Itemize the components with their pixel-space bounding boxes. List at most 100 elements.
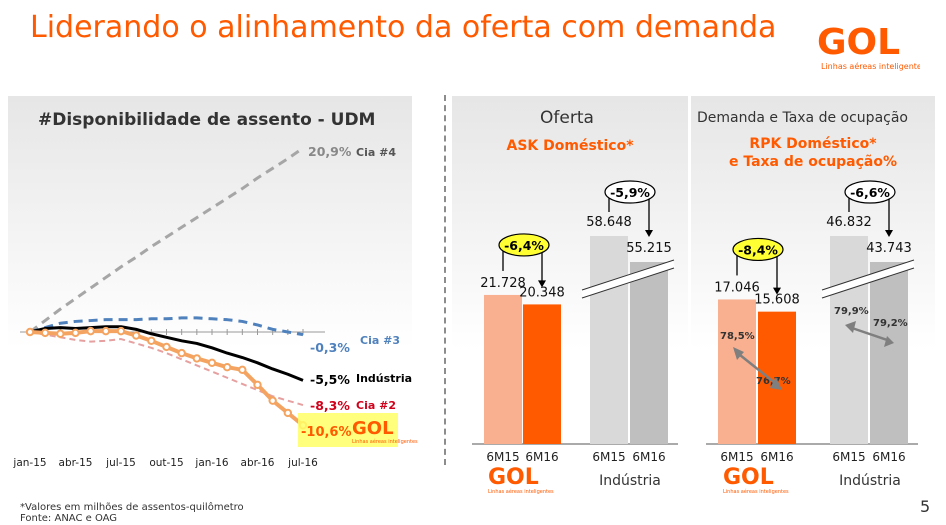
industry-load-factor-6m15: 79,9%: [834, 306, 869, 317]
x-tick-label-out-15: out-15: [149, 457, 183, 469]
industry-bar-value: 46.832: [826, 215, 872, 230]
load-factor-arrow-end: [770, 377, 782, 390]
gol-marker: [162, 342, 171, 352]
industry-change-badge: [604, 180, 656, 204]
x-category-label: 6M15: [592, 450, 625, 464]
industry-load-factor-6m16: 79,2%: [873, 318, 908, 329]
gol-marker: [131, 331, 141, 340]
gol-group-logo: GOL: [488, 465, 539, 490]
axis-break-line: [581, 267, 675, 299]
gol-marker: [40, 328, 50, 338]
gol-series-value: -10,6%: [301, 425, 352, 440]
gol-series-logo-tagline: Linhas aéreas inteligentes: [352, 438, 418, 445]
change-arrowhead: [645, 230, 653, 237]
axis-break-line: [821, 267, 915, 299]
x-tick-label-jul-15: jul-15: [105, 457, 136, 469]
industry-change-value: -6,6%: [850, 185, 890, 200]
x-category-label: 6M16: [760, 450, 793, 464]
gol-label-highlight: [298, 413, 398, 447]
gol-group-logo-tagline: Linhas aéreas inteligentes: [723, 488, 789, 495]
x-category-label: 6M15: [832, 450, 865, 464]
series-line-cia-4: [29, 146, 304, 334]
gol-group-logo: GOL: [723, 465, 774, 490]
axis-break-gap: [580, 260, 676, 298]
gol-marker: [222, 363, 232, 372]
gol-marker: [147, 336, 156, 345]
gol-bar-value: 20.348: [519, 285, 565, 300]
availability-panel: [8, 96, 412, 456]
series-value-label: -5,5%: [310, 372, 350, 387]
gol-marker: [101, 326, 111, 336]
load-factor-arrow-start: [845, 321, 856, 333]
x-category-label: 6M16: [872, 450, 905, 464]
industry-bar-value: 58.648: [586, 215, 632, 230]
gol-marker: [207, 358, 217, 367]
industry-bar-value: 55.215: [626, 241, 672, 256]
page-title: Liderando o alinhamento da oferta com de…: [30, 10, 777, 45]
demanda-title: Demanda e Taxa de ocupação: [697, 110, 908, 126]
gol-marker: [268, 396, 277, 405]
industry-group-label: Indústria: [599, 473, 661, 489]
x-tick-label-abr-15: abr-15: [59, 457, 93, 469]
footnote: *Valores em milhões de assentos-quilômet…: [20, 502, 244, 513]
x-tick-label-jan-16: jan-16: [194, 457, 228, 469]
gol-marker: [86, 326, 95, 336]
demanda-subtitle-1: RPK Doméstico*: [749, 136, 877, 152]
gol-logo: GOL Linhas aéreas inteligentes: [817, 22, 920, 71]
availability-title: #Disponibilidade de assento - UDM: [38, 110, 376, 130]
x-category-label: 6M16: [632, 450, 665, 464]
axis-break-line: [581, 259, 675, 291]
axis-break-line: [821, 259, 915, 291]
gol-load-factor-6m15: 78,5%: [720, 331, 755, 342]
gol-bar-value: 15.608: [754, 293, 800, 308]
x-category-label: 6M15: [486, 450, 519, 464]
demanda-subtitle-2: e Taxa de ocupação%: [728, 154, 898, 170]
series-value-label: 20,9%: [308, 144, 352, 159]
x-tick-label-jul-16: jul-16: [287, 457, 318, 469]
gol-group-logo-tagline: Linhas aéreas inteligentes: [488, 488, 554, 495]
industry-group-label: Indústria: [839, 473, 901, 489]
x-tick-label-abr-16: abr-16: [241, 457, 275, 469]
x-category-label: 6M16: [525, 450, 558, 464]
axis-break-gap: [820, 260, 916, 298]
gol-marker: [71, 328, 80, 338]
gol-logo-tagline: Linhas aéreas inteligentes: [821, 61, 920, 71]
change-arrowhead: [773, 287, 781, 295]
gol-bar-value: 21.728: [480, 276, 526, 291]
gol-series-logo-text: GOL: [352, 418, 394, 439]
series-name-label: Cia #2: [356, 399, 396, 412]
load-factor-trend: [739, 354, 776, 384]
series-value-label: -0,3%: [310, 340, 350, 355]
gol-bar-6m16: [758, 311, 796, 444]
gol-change-value: -6,4%: [504, 238, 544, 253]
industry-bar-value: 43.743: [866, 241, 912, 256]
gol-marker: [283, 408, 293, 418]
series-line-cia-3: [29, 316, 304, 337]
gol-marker: [253, 380, 262, 389]
load-factor-arrow-end: [884, 336, 894, 347]
x-category-label: 6M15: [720, 450, 753, 464]
oferta-title: Oferta: [540, 108, 594, 128]
industry-bar-6m16: [630, 262, 668, 444]
gol-marker: [177, 348, 186, 358]
industry-change-badge: [844, 180, 896, 204]
series-value-label: -8,3%: [310, 398, 350, 413]
series-line-ind-stria: [29, 325, 304, 382]
change-arrowhead: [885, 230, 893, 237]
industry-bar-6m15: [590, 236, 628, 444]
gol-bar-6m15: [718, 299, 756, 444]
change-arrowhead: [538, 280, 546, 288]
source-note: Fonte: ANAC e OAG: [20, 513, 118, 524]
gol-marker: [56, 329, 65, 338]
gol-logo-text: GOL: [817, 22, 900, 63]
gol-marker: [116, 326, 126, 336]
gol-change-value: -8,4%: [738, 242, 778, 257]
load-factor-arrow-start: [733, 347, 744, 360]
oferta-subtitle: ASK Doméstico*: [506, 138, 634, 154]
x-tick-label-jan-15: jan-15: [12, 457, 46, 469]
page-number: 5: [920, 497, 931, 516]
industry-bar-6m15: [830, 236, 868, 444]
series-name-label: Cia #3: [360, 334, 400, 347]
gol-bar-value: 17.046: [714, 280, 760, 295]
